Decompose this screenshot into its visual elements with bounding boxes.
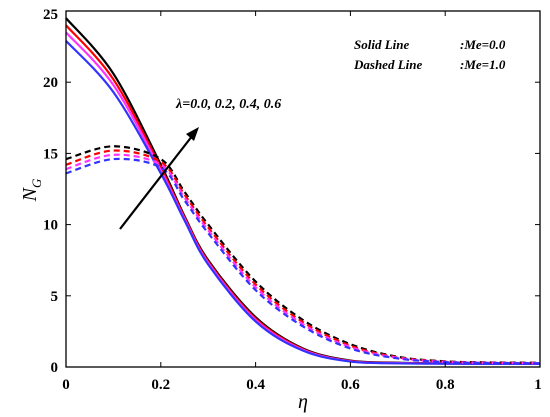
x-tick-label: 0	[62, 377, 70, 393]
lambda-annotation: λ=0.0, 0.2, 0.4, 0.6	[175, 97, 281, 112]
y-tick-label: 0	[51, 360, 59, 376]
svg-text:NG: NG	[19, 178, 44, 202]
y-tick-label: 5	[51, 289, 59, 305]
y-tick-label: 20	[43, 75, 58, 91]
y-tick-label: 10	[43, 218, 58, 234]
x-tick-label: 0.2	[151, 377, 170, 393]
series-line-solid-lambda-0.6	[65, 40, 541, 365]
series-line-dashed-lambda-0.4	[65, 153, 541, 365]
legend-dashed-label: Dashed Line	[353, 57, 422, 72]
series-line-dashed-lambda-0.6	[65, 157, 541, 365]
legend-dashed-value: :Me=1.0	[460, 57, 506, 72]
x-axis-label: η	[298, 391, 308, 413]
annotation-arrow	[119, 130, 197, 230]
y-axis-label-sub: G	[29, 178, 44, 188]
series-line-dashed-lambda-0.2	[65, 149, 541, 365]
x-tick-label: 0.6	[341, 377, 360, 393]
y-tick-label: 25	[43, 7, 58, 23]
x-tick-label: 0.4	[246, 377, 265, 393]
y-tick-label: 15	[43, 146, 58, 162]
y-axis-label: NG	[19, 178, 44, 202]
series-layer	[65, 17, 541, 365]
y-axis-label-main: N	[19, 186, 41, 202]
series-line-solid-lambda-0.2	[65, 24, 541, 365]
plot-frame	[65, 10, 541, 368]
x-tick-label: 0.8	[436, 377, 455, 393]
legend-solid-value: :Me=0.0	[460, 37, 506, 52]
legend-solid-label: Solid Line	[354, 37, 409, 52]
x-tick-label: 1	[534, 377, 542, 393]
annotation-arrowhead	[186, 127, 199, 141]
series-line-dashed-lambda-0.0	[65, 145, 541, 364]
series-line-solid-lambda-0.4	[65, 31, 541, 365]
